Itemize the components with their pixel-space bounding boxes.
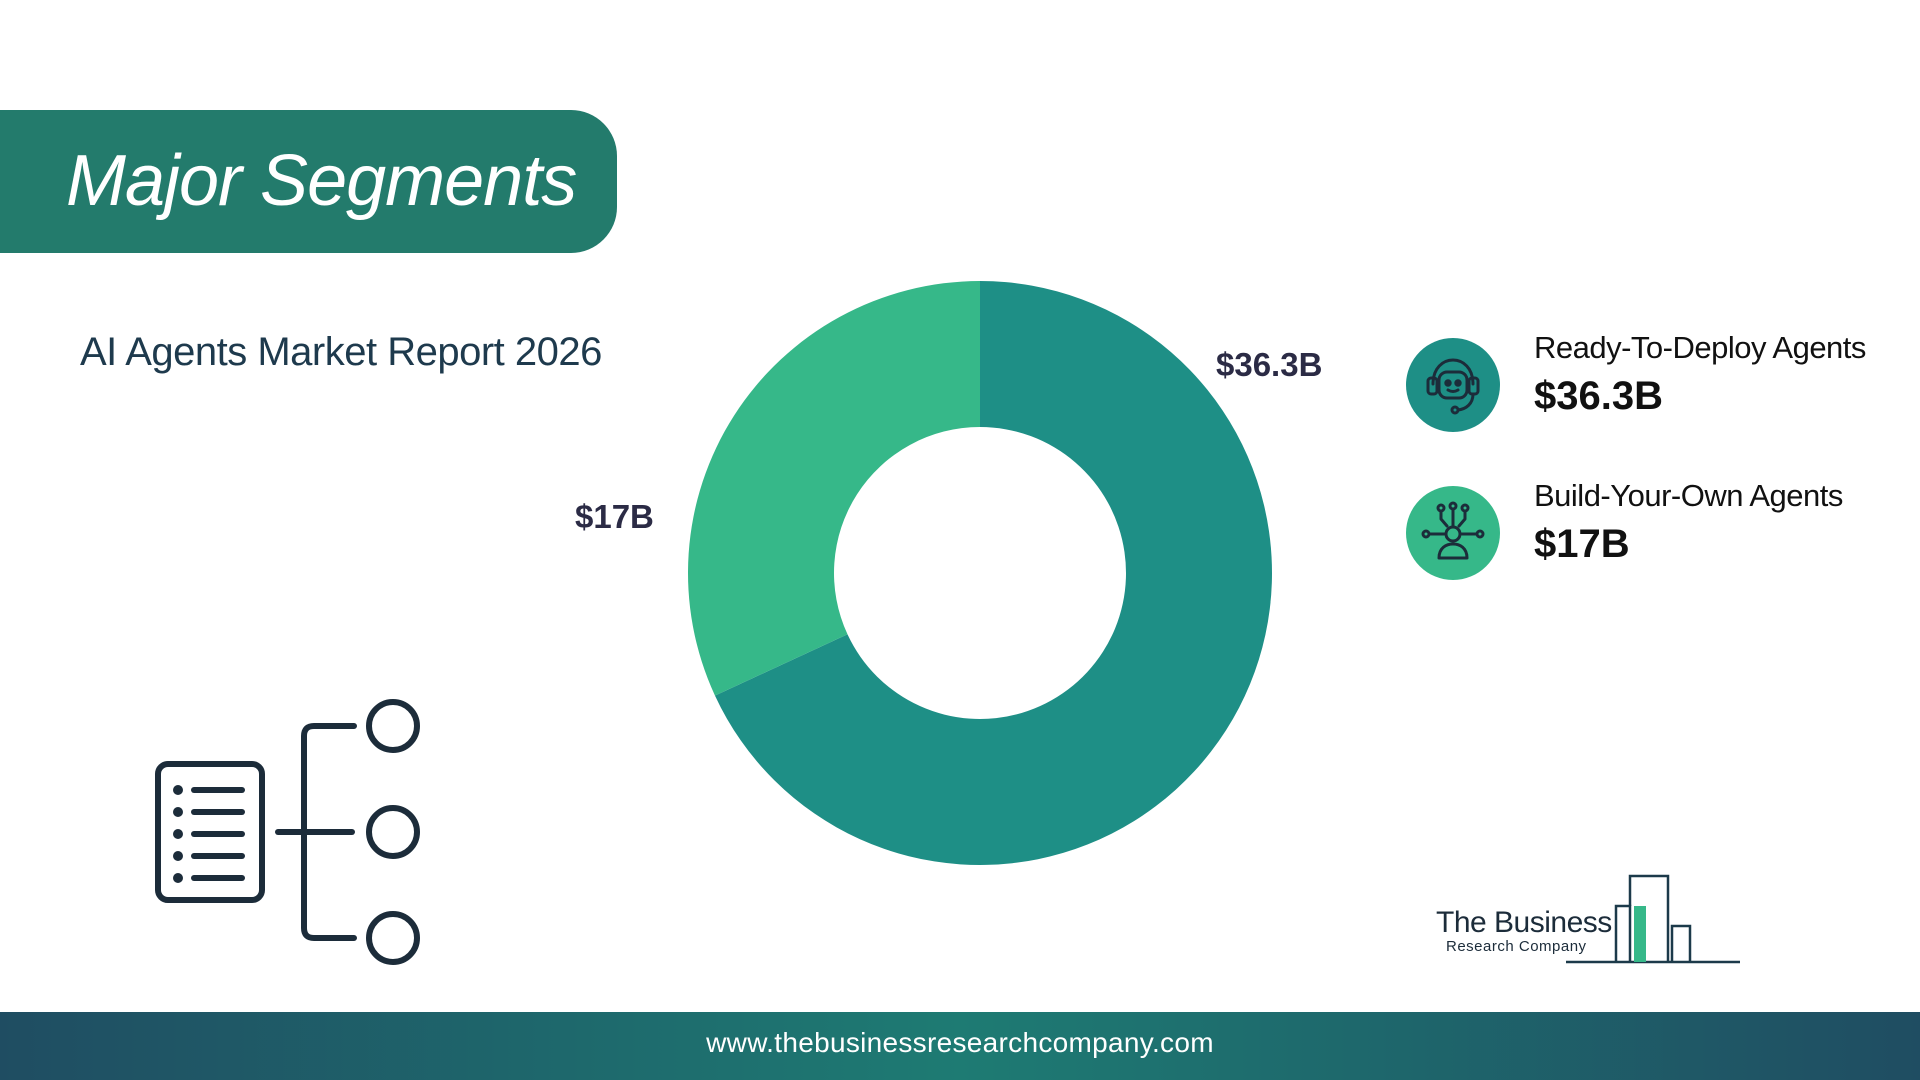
slice-label-ready-to-deploy: $36.3B bbox=[1216, 346, 1323, 383]
brand-logo: The Business Research Company bbox=[1430, 866, 1750, 966]
city-bars-logo-icon bbox=[1566, 874, 1740, 964]
legend-label: Build-Your-Own Agents bbox=[1534, 478, 1843, 513]
network-person-icon bbox=[1406, 486, 1500, 580]
support-agent-icon bbox=[1406, 338, 1500, 432]
footer-bar: www.thebusinessresearchcompany.com bbox=[0, 1012, 1920, 1080]
slice-label-build-your-own: $17B bbox=[575, 498, 654, 535]
legend-item-build-your-own: Build-Your-Own Agents $17B bbox=[1406, 478, 1896, 586]
report-subtitle: AI Agents Market Report 2026 bbox=[80, 330, 602, 374]
website-url: www.thebusinessresearchcompany.com bbox=[706, 1027, 1214, 1058]
brand-subtitle: Research Company bbox=[1446, 938, 1587, 955]
legend-label: Ready-To-Deploy Agents bbox=[1534, 330, 1866, 365]
page-title: Major Segments bbox=[66, 141, 577, 221]
brand-name: The Business bbox=[1436, 906, 1612, 939]
title-banner: Major Segments bbox=[0, 110, 617, 253]
legend-item-ready-to-deploy: Ready-To-Deploy Agents $36.3B bbox=[1406, 330, 1896, 438]
legend-value: $36.3B bbox=[1534, 374, 1663, 418]
donut-slice-ready-to-deploy bbox=[714, 281, 1273, 865]
segments-tree-icon bbox=[155, 699, 420, 965]
donut-slice-build-your-own bbox=[688, 281, 980, 696]
legend-value: $17B bbox=[1534, 522, 1630, 566]
